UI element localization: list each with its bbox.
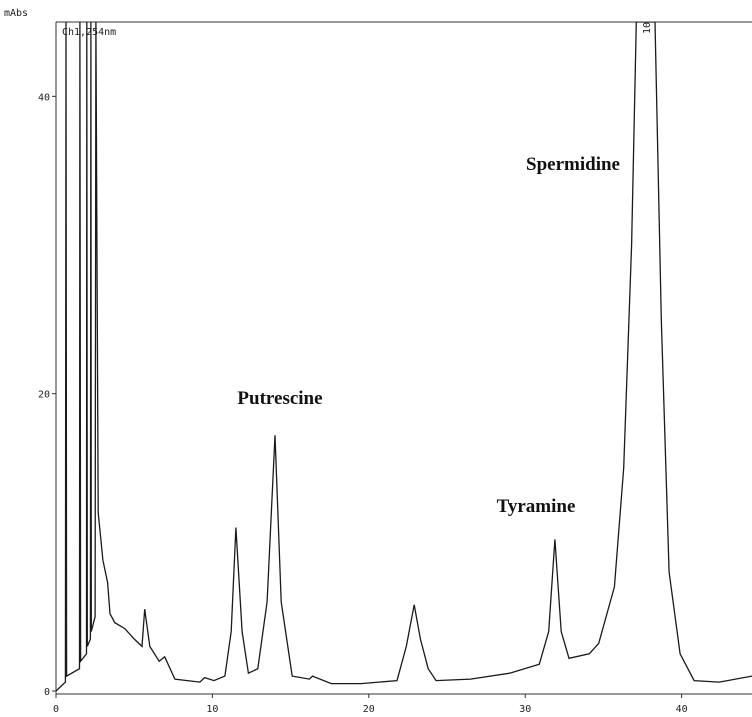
x-tick-label: 40: [676, 704, 688, 715]
y-tick-label: 0: [44, 687, 50, 698]
channel-label: Ch1,254nm: [62, 27, 116, 38]
chromatogram-trace: [56, 22, 752, 692]
y-axis-label: mAbs: [4, 8, 28, 19]
trace-group: [56, 22, 752, 692]
x-tick-label: 0: [53, 704, 59, 715]
x-tick-label: 10: [206, 704, 218, 715]
peak-annotation: Spermidine: [526, 154, 620, 175]
peak-annotation: 10: [642, 22, 653, 34]
y-tick-label: 40: [38, 92, 50, 103]
peak-annotation: Putrescine: [237, 388, 322, 409]
x-tick-label: 20: [363, 704, 375, 715]
y-tick-label: 20: [38, 390, 50, 401]
peak-annotation: Tyramine: [497, 496, 576, 517]
x-tick-label: 30: [519, 704, 531, 715]
